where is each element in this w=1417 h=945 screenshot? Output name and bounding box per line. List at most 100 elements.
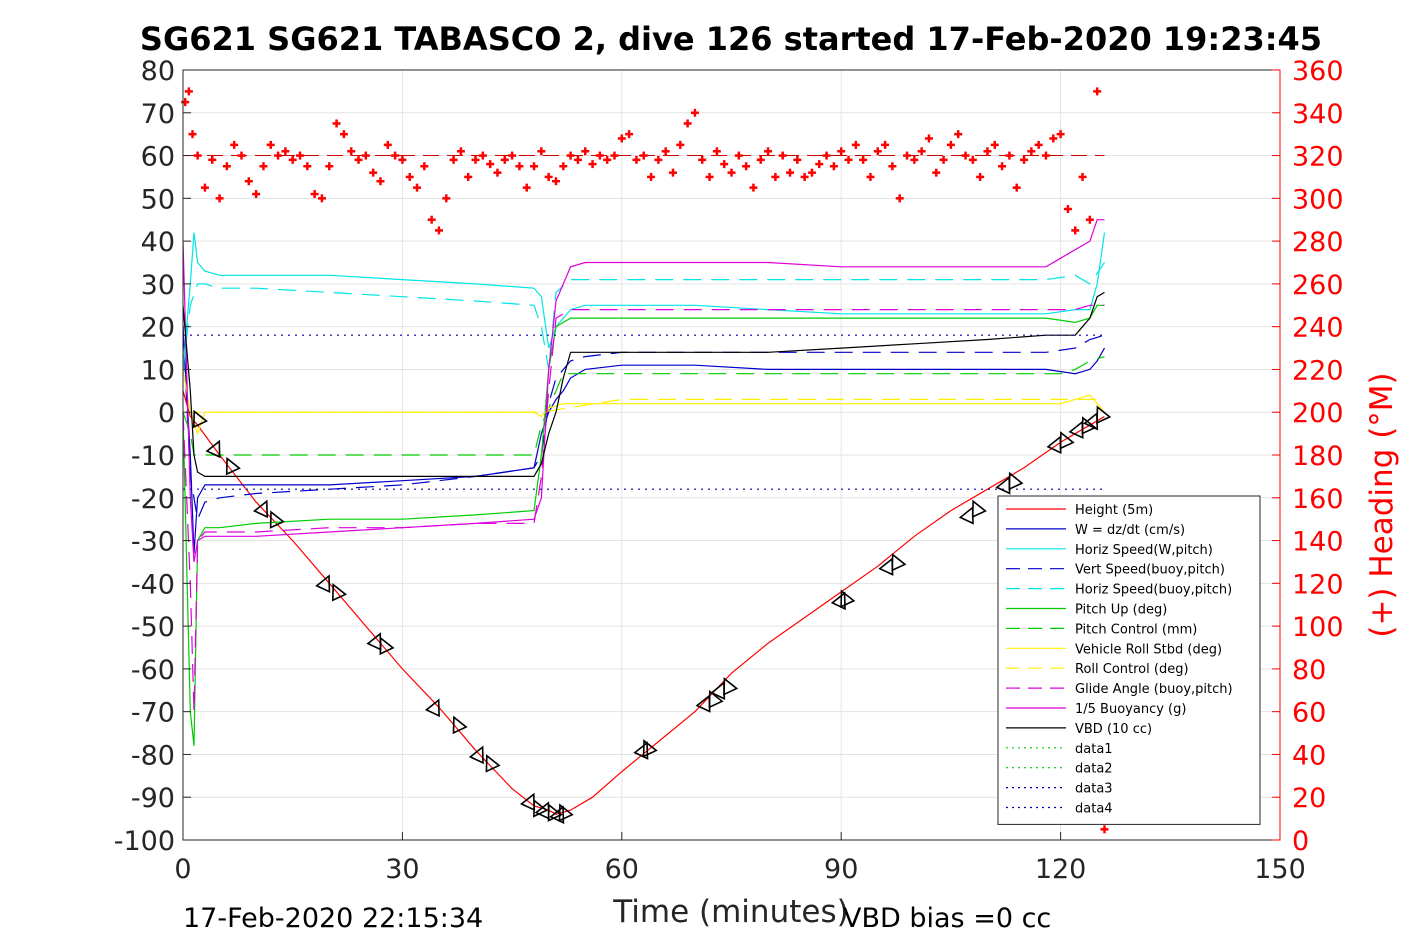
heading-point <box>793 155 802 164</box>
heading-point <box>508 151 517 160</box>
y-tick-label: -60 <box>131 655 175 686</box>
y-tick-label: -90 <box>131 783 175 814</box>
x-tick-label: 150 <box>1254 854 1306 885</box>
footer-vbd-bias: VBD bias =0 cc <box>843 903 1051 934</box>
heading-point <box>932 168 941 177</box>
legend-entry-label: Height (5m) <box>1075 503 1153 518</box>
right-tick-label: 160 <box>1292 484 1344 515</box>
y-tick-label: 70 <box>141 99 175 130</box>
heading-point <box>1012 183 1021 192</box>
heading-point <box>537 147 546 156</box>
right-axis-label: (+) Heading (°M) <box>1364 372 1400 637</box>
heading-point <box>530 162 539 171</box>
y-tick-label: -20 <box>131 484 175 515</box>
heading-point <box>244 177 253 186</box>
legend-entry-label: data2 <box>1075 762 1113 777</box>
surface-triangle-marker <box>452 715 468 735</box>
y-tick-label: 20 <box>141 313 175 344</box>
heading-point <box>188 130 197 139</box>
surface-triangle-marker <box>468 745 484 765</box>
right-tick-label: 280 <box>1292 227 1344 258</box>
right-tick-label: 200 <box>1292 398 1344 429</box>
legend-entry-label: VBD (10 cc) <box>1075 722 1152 737</box>
heading-point <box>968 155 977 164</box>
heading-point <box>1041 151 1050 160</box>
heading-point <box>581 147 590 156</box>
right-tick-label: 320 <box>1292 142 1344 173</box>
heading-point <box>383 140 392 149</box>
heading-point <box>522 183 531 192</box>
surface-triangle-marker <box>633 741 649 760</box>
legend-entry-label: Vehicle Roll Stbd (deg) <box>1075 642 1222 657</box>
right-tick-label: 140 <box>1292 527 1344 558</box>
heading-point <box>1085 215 1094 224</box>
y-tick-label: -50 <box>131 612 175 643</box>
heading-point <box>281 147 290 156</box>
heading-point <box>807 168 816 177</box>
right-tick-label: 0 <box>1292 826 1309 857</box>
heading-point <box>720 160 729 169</box>
right-tick-label: 260 <box>1292 270 1344 301</box>
heading-point <box>712 147 721 156</box>
heading-point <box>829 162 838 171</box>
heading-point <box>866 172 875 181</box>
heading-point <box>486 160 495 169</box>
markers-layer <box>181 87 1112 834</box>
legend-box <box>997 495 1261 825</box>
heading-point <box>771 172 780 181</box>
heading-point <box>478 151 487 160</box>
heading-point <box>391 151 400 160</box>
y-tick-label: 30 <box>141 270 175 301</box>
heading-point <box>296 151 305 160</box>
x-tick-label: 60 <box>605 854 639 885</box>
surface-triangle-marker <box>971 499 987 519</box>
heading-point <box>193 151 202 160</box>
footer-timestamp: 17-Feb-2020 22:15:34 <box>183 903 483 934</box>
heading-point <box>1005 151 1014 160</box>
heading-point <box>208 155 217 164</box>
heading-point <box>456 147 465 156</box>
series-line-9 <box>183 398 1105 413</box>
heading-point <box>749 183 758 192</box>
series-line-3 <box>183 232 1106 370</box>
y-tick-label: -100 <box>114 826 175 857</box>
heading-point <box>727 168 736 177</box>
series-line-6 <box>183 304 1105 746</box>
heading-point <box>983 147 992 156</box>
heading-point <box>200 183 209 192</box>
heading-point <box>632 155 641 164</box>
y-tick-label: -30 <box>131 527 175 558</box>
legend-entry-label: Pitch Up (deg) <box>1075 603 1167 618</box>
heading-point <box>354 155 363 164</box>
surface-triangle-marker <box>642 739 658 758</box>
heading-point <box>859 155 868 164</box>
heading-point <box>347 147 356 156</box>
legend-entry-label: 1/5 Buoyancy (g) <box>1075 702 1186 717</box>
heading-point <box>1034 140 1043 149</box>
heading-point <box>764 147 773 156</box>
heading-point <box>998 162 1007 171</box>
heading-point <box>946 140 955 149</box>
legend-entry-label: Glide Angle (buoy,pitch) <box>1075 682 1233 697</box>
heading-point <box>800 172 809 181</box>
surface-triangle-marker <box>1008 471 1024 491</box>
heading-point <box>1063 205 1072 214</box>
legend-entry-label: W = dz/dt (cm/s) <box>1075 523 1185 538</box>
heading-point <box>449 155 458 164</box>
legend-entry-label: Horiz Speed(W,pitch) <box>1075 543 1213 558</box>
y-tick-label: 80 <box>141 56 175 87</box>
heading-point <box>515 162 524 171</box>
heading-point <box>222 162 231 171</box>
surface-triangle-marker <box>315 574 331 593</box>
surface-triangle-marker <box>269 510 285 529</box>
right-tick-label: 20 <box>1292 783 1326 814</box>
y-tick-label: 50 <box>141 184 175 215</box>
heading-point <box>442 194 451 203</box>
heading-point <box>215 194 224 203</box>
heading-point <box>464 172 473 181</box>
right-tick-label: 360 <box>1292 56 1344 87</box>
surface-triangle-marker <box>205 439 221 459</box>
heading-point <box>924 134 933 143</box>
heading-point <box>654 155 663 164</box>
y-tick-label: -10 <box>131 441 175 472</box>
